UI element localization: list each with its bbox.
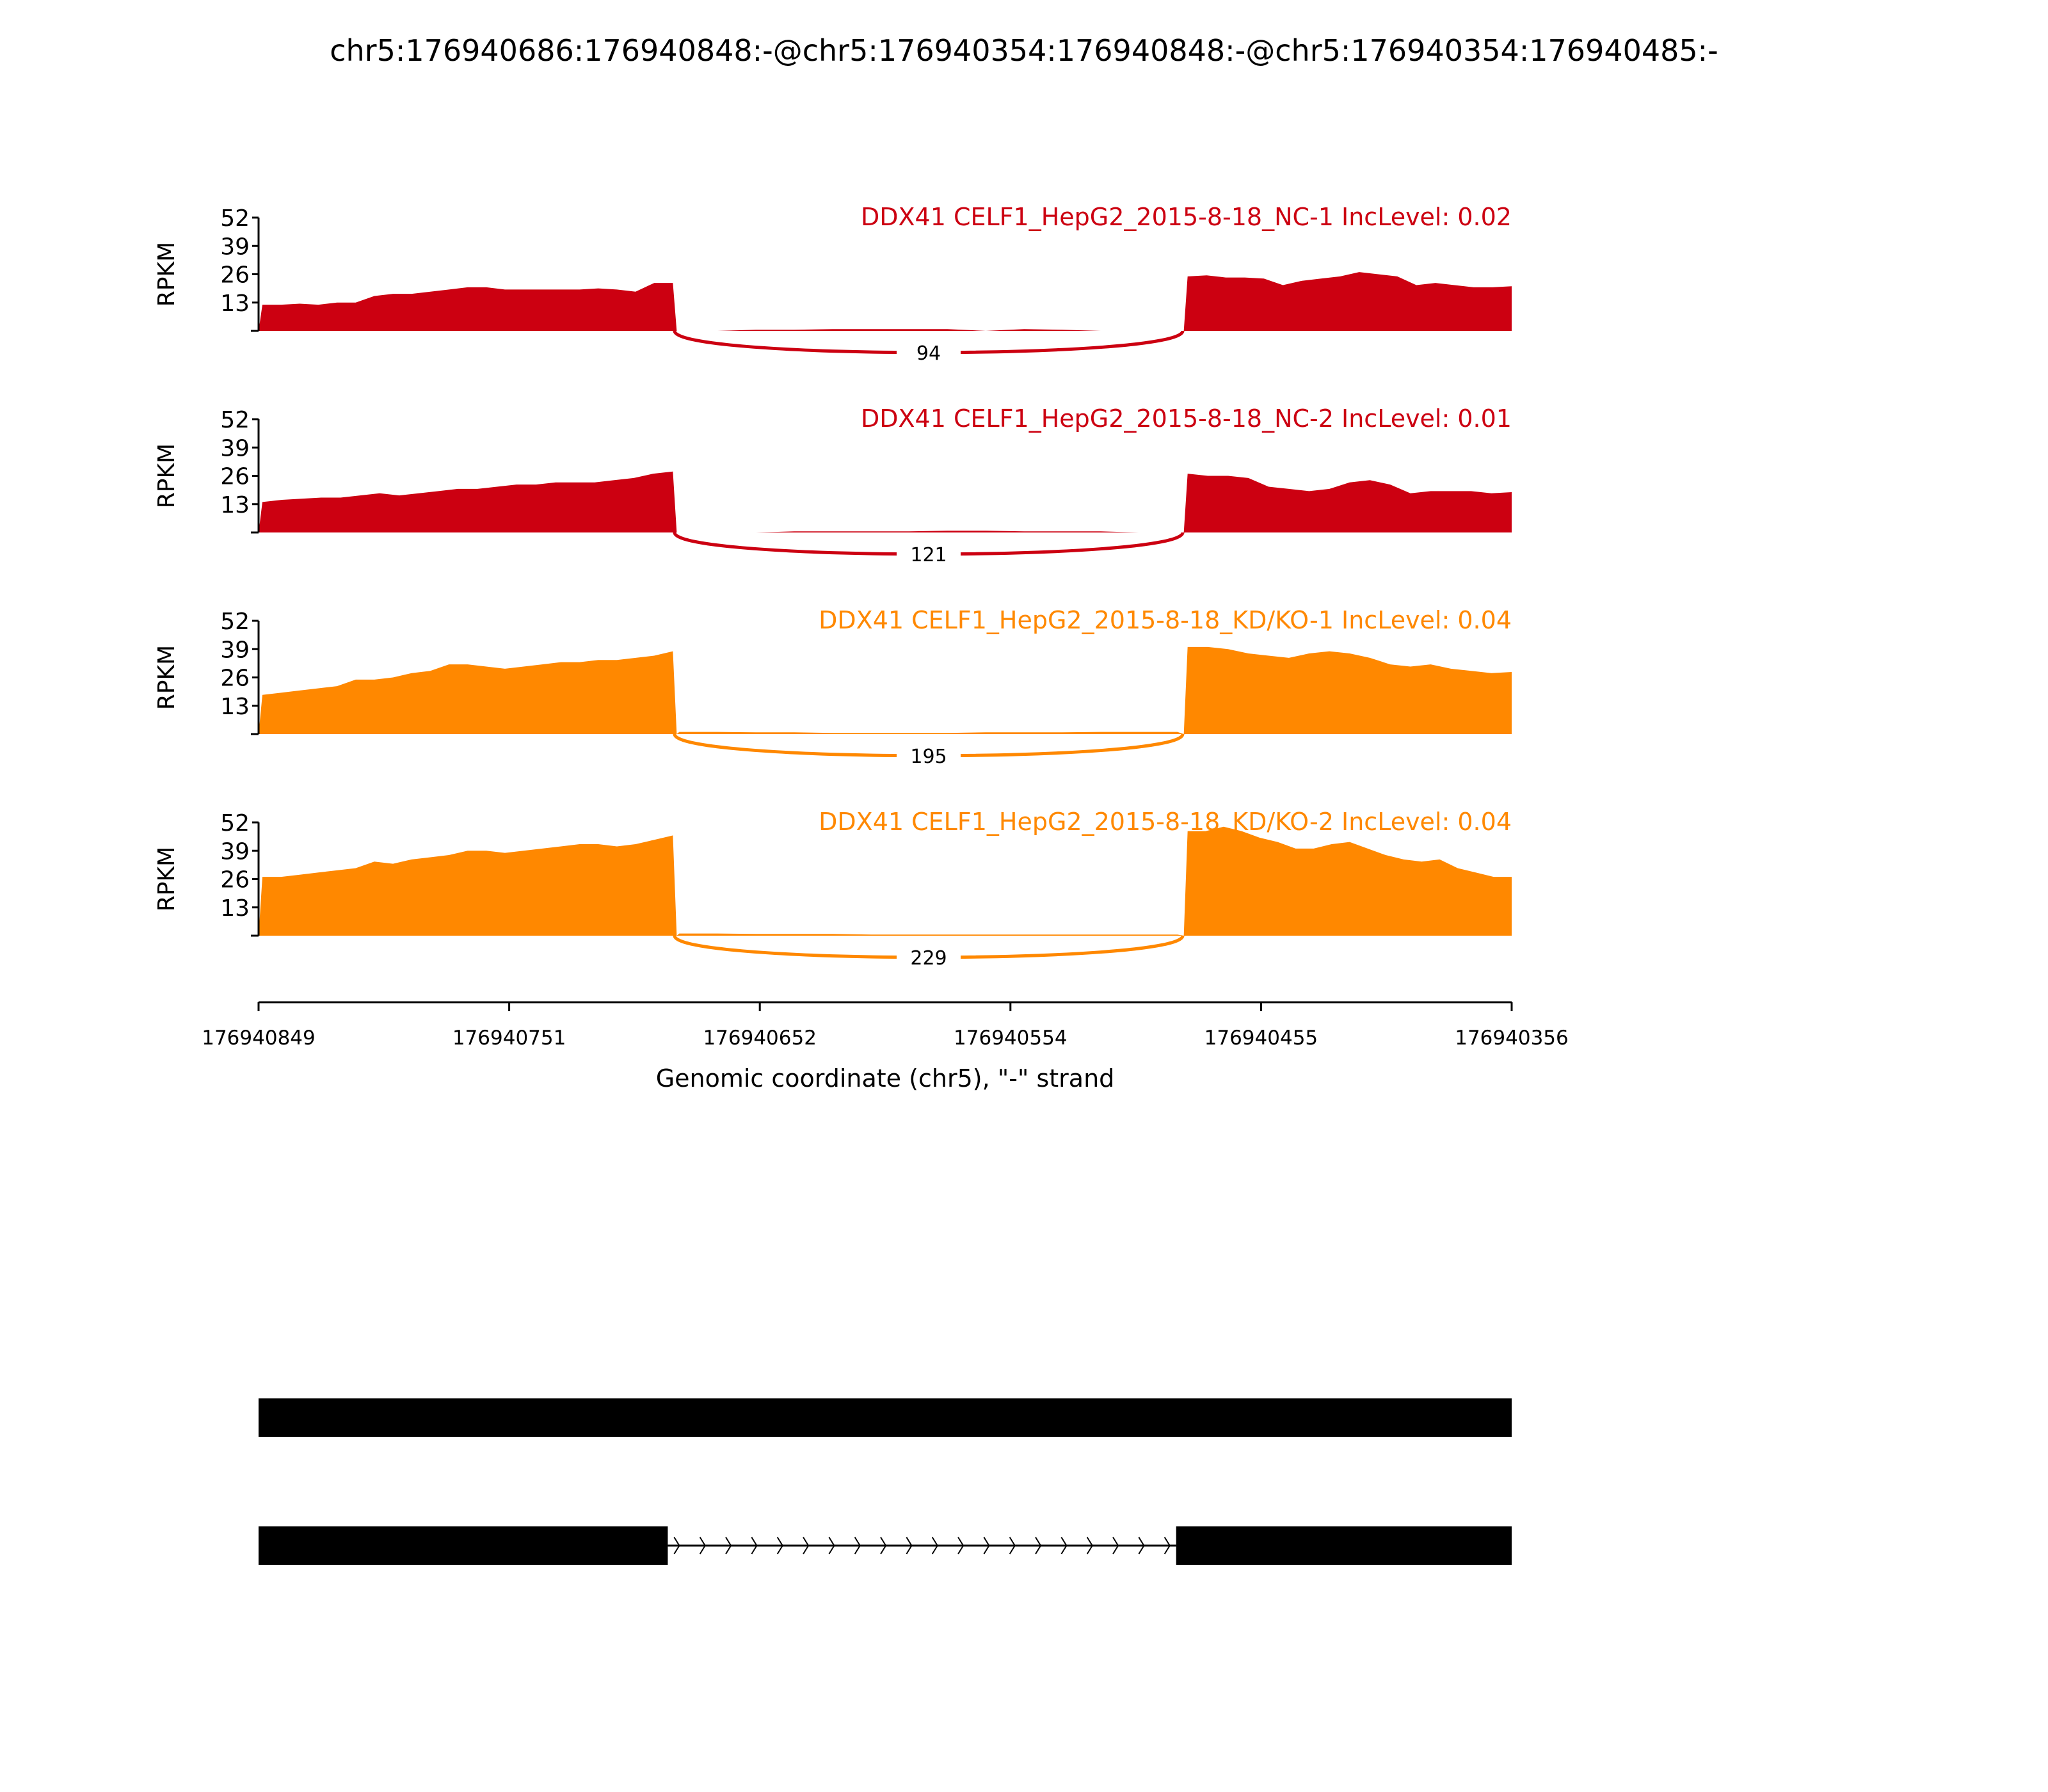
y-tick-label: 39 — [220, 838, 250, 865]
junction-label-bg — [897, 943, 961, 971]
junction-count: 121 — [910, 544, 947, 566]
x-tick-label: 176940455 — [1204, 1027, 1318, 1050]
y-tick-label: 52 — [220, 205, 250, 232]
exon-block — [1176, 1526, 1512, 1565]
x-tick-label: 176940554 — [954, 1027, 1068, 1050]
strand-arrow-icon — [906, 1537, 913, 1555]
strand-arrow-icon — [1009, 1537, 1016, 1555]
y-axis-label: RPKM — [154, 847, 180, 911]
exon-block — [259, 1398, 1512, 1437]
strand-arrow-icon — [1086, 1537, 1093, 1555]
strand-arrow-icon — [1060, 1537, 1068, 1555]
coverage-area — [259, 826, 1512, 936]
x-tick-label: 176940652 — [703, 1027, 817, 1050]
strand-arrow-icon — [1112, 1537, 1119, 1555]
strand-arrow-icon — [673, 1537, 680, 1555]
strand-arrow-icon — [776, 1537, 783, 1555]
strand-arrow-icon — [803, 1537, 810, 1555]
junction-count: 94 — [916, 342, 941, 365]
sample-label: DDX41 CELF1_HepG2_2015-8-18_KD/KO-1 IncL… — [819, 606, 1512, 634]
y-axis-label: RPKM — [154, 645, 180, 710]
strand-arrow-icon — [1164, 1537, 1171, 1555]
gene-tracks — [259, 1398, 1512, 1565]
y-tick-label: 13 — [220, 694, 250, 720]
strand-arrow-icon — [854, 1537, 861, 1555]
y-axis-label: RPKM — [154, 242, 180, 307]
strand-arrow-icon — [751, 1537, 758, 1555]
x-tick-label: 176940356 — [1455, 1027, 1569, 1050]
strand-arrow-icon — [957, 1537, 964, 1555]
y-tick-label: 39 — [220, 435, 250, 461]
exon-block — [259, 1526, 668, 1565]
coverage-area — [259, 272, 1512, 331]
coverage-area — [259, 471, 1512, 532]
junction-count: 195 — [910, 746, 947, 768]
y-tick-label: 39 — [220, 234, 250, 260]
x-axis-label: Genomic coordinate (chr5), "-" strand — [656, 1064, 1115, 1092]
chart-title: chr5:176940686:176940848:-@chr5:17694035… — [330, 33, 1718, 68]
transcript — [259, 1398, 1512, 1437]
strand-arrow-icon — [699, 1537, 706, 1555]
x-axis: 176940849 176940751 176940652 176940554 1769… — [202, 1001, 1569, 1050]
strand-arrow-icon — [983, 1537, 990, 1555]
y-tick-label: 13 — [220, 492, 250, 518]
sample-label: DDX41 CELF1_HepG2_2015-8-18_KD/KO-2 IncL… — [819, 808, 1512, 836]
transcript — [259, 1526, 1512, 1565]
junction-label-bg — [897, 540, 961, 568]
y-tick-label: 26 — [220, 262, 250, 289]
y-tick-label: 26 — [220, 666, 250, 692]
y-tick-label: 52 — [220, 609, 250, 635]
y-tick-label: 26 — [220, 464, 250, 490]
sample-label: DDX41 CELF1_HepG2_2015-8-18_NC-1 IncLeve… — [861, 203, 1512, 231]
y-tick-label: 52 — [220, 810, 250, 836]
strand-arrow-icon — [1138, 1537, 1145, 1555]
y-tick-label: 13 — [220, 291, 250, 317]
y-tick-label: 52 — [220, 407, 250, 433]
strand-arrow-icon — [828, 1537, 835, 1555]
junction-count: 229 — [910, 947, 947, 970]
y-tick-label: 26 — [220, 867, 250, 893]
y-axis-label: RPKM — [154, 444, 180, 508]
y-tick-label: 13 — [220, 895, 250, 922]
strand-arrow-icon — [931, 1537, 938, 1555]
x-tick-label: 176940751 — [452, 1027, 566, 1050]
y-tick-label: 39 — [220, 637, 250, 663]
strand-arrow-icon — [725, 1537, 732, 1555]
coverage-area — [259, 646, 1512, 734]
junction-label-bg — [897, 338, 961, 366]
junction-label-bg — [897, 741, 961, 769]
strand-arrow-icon — [1035, 1537, 1042, 1555]
sample-label: DDX41 CELF1_HepG2_2015-8-18_NC-2 IncLeve… — [861, 404, 1512, 433]
x-tick-label: 176940849 — [202, 1027, 316, 1050]
strand-arrow-icon — [880, 1537, 887, 1555]
